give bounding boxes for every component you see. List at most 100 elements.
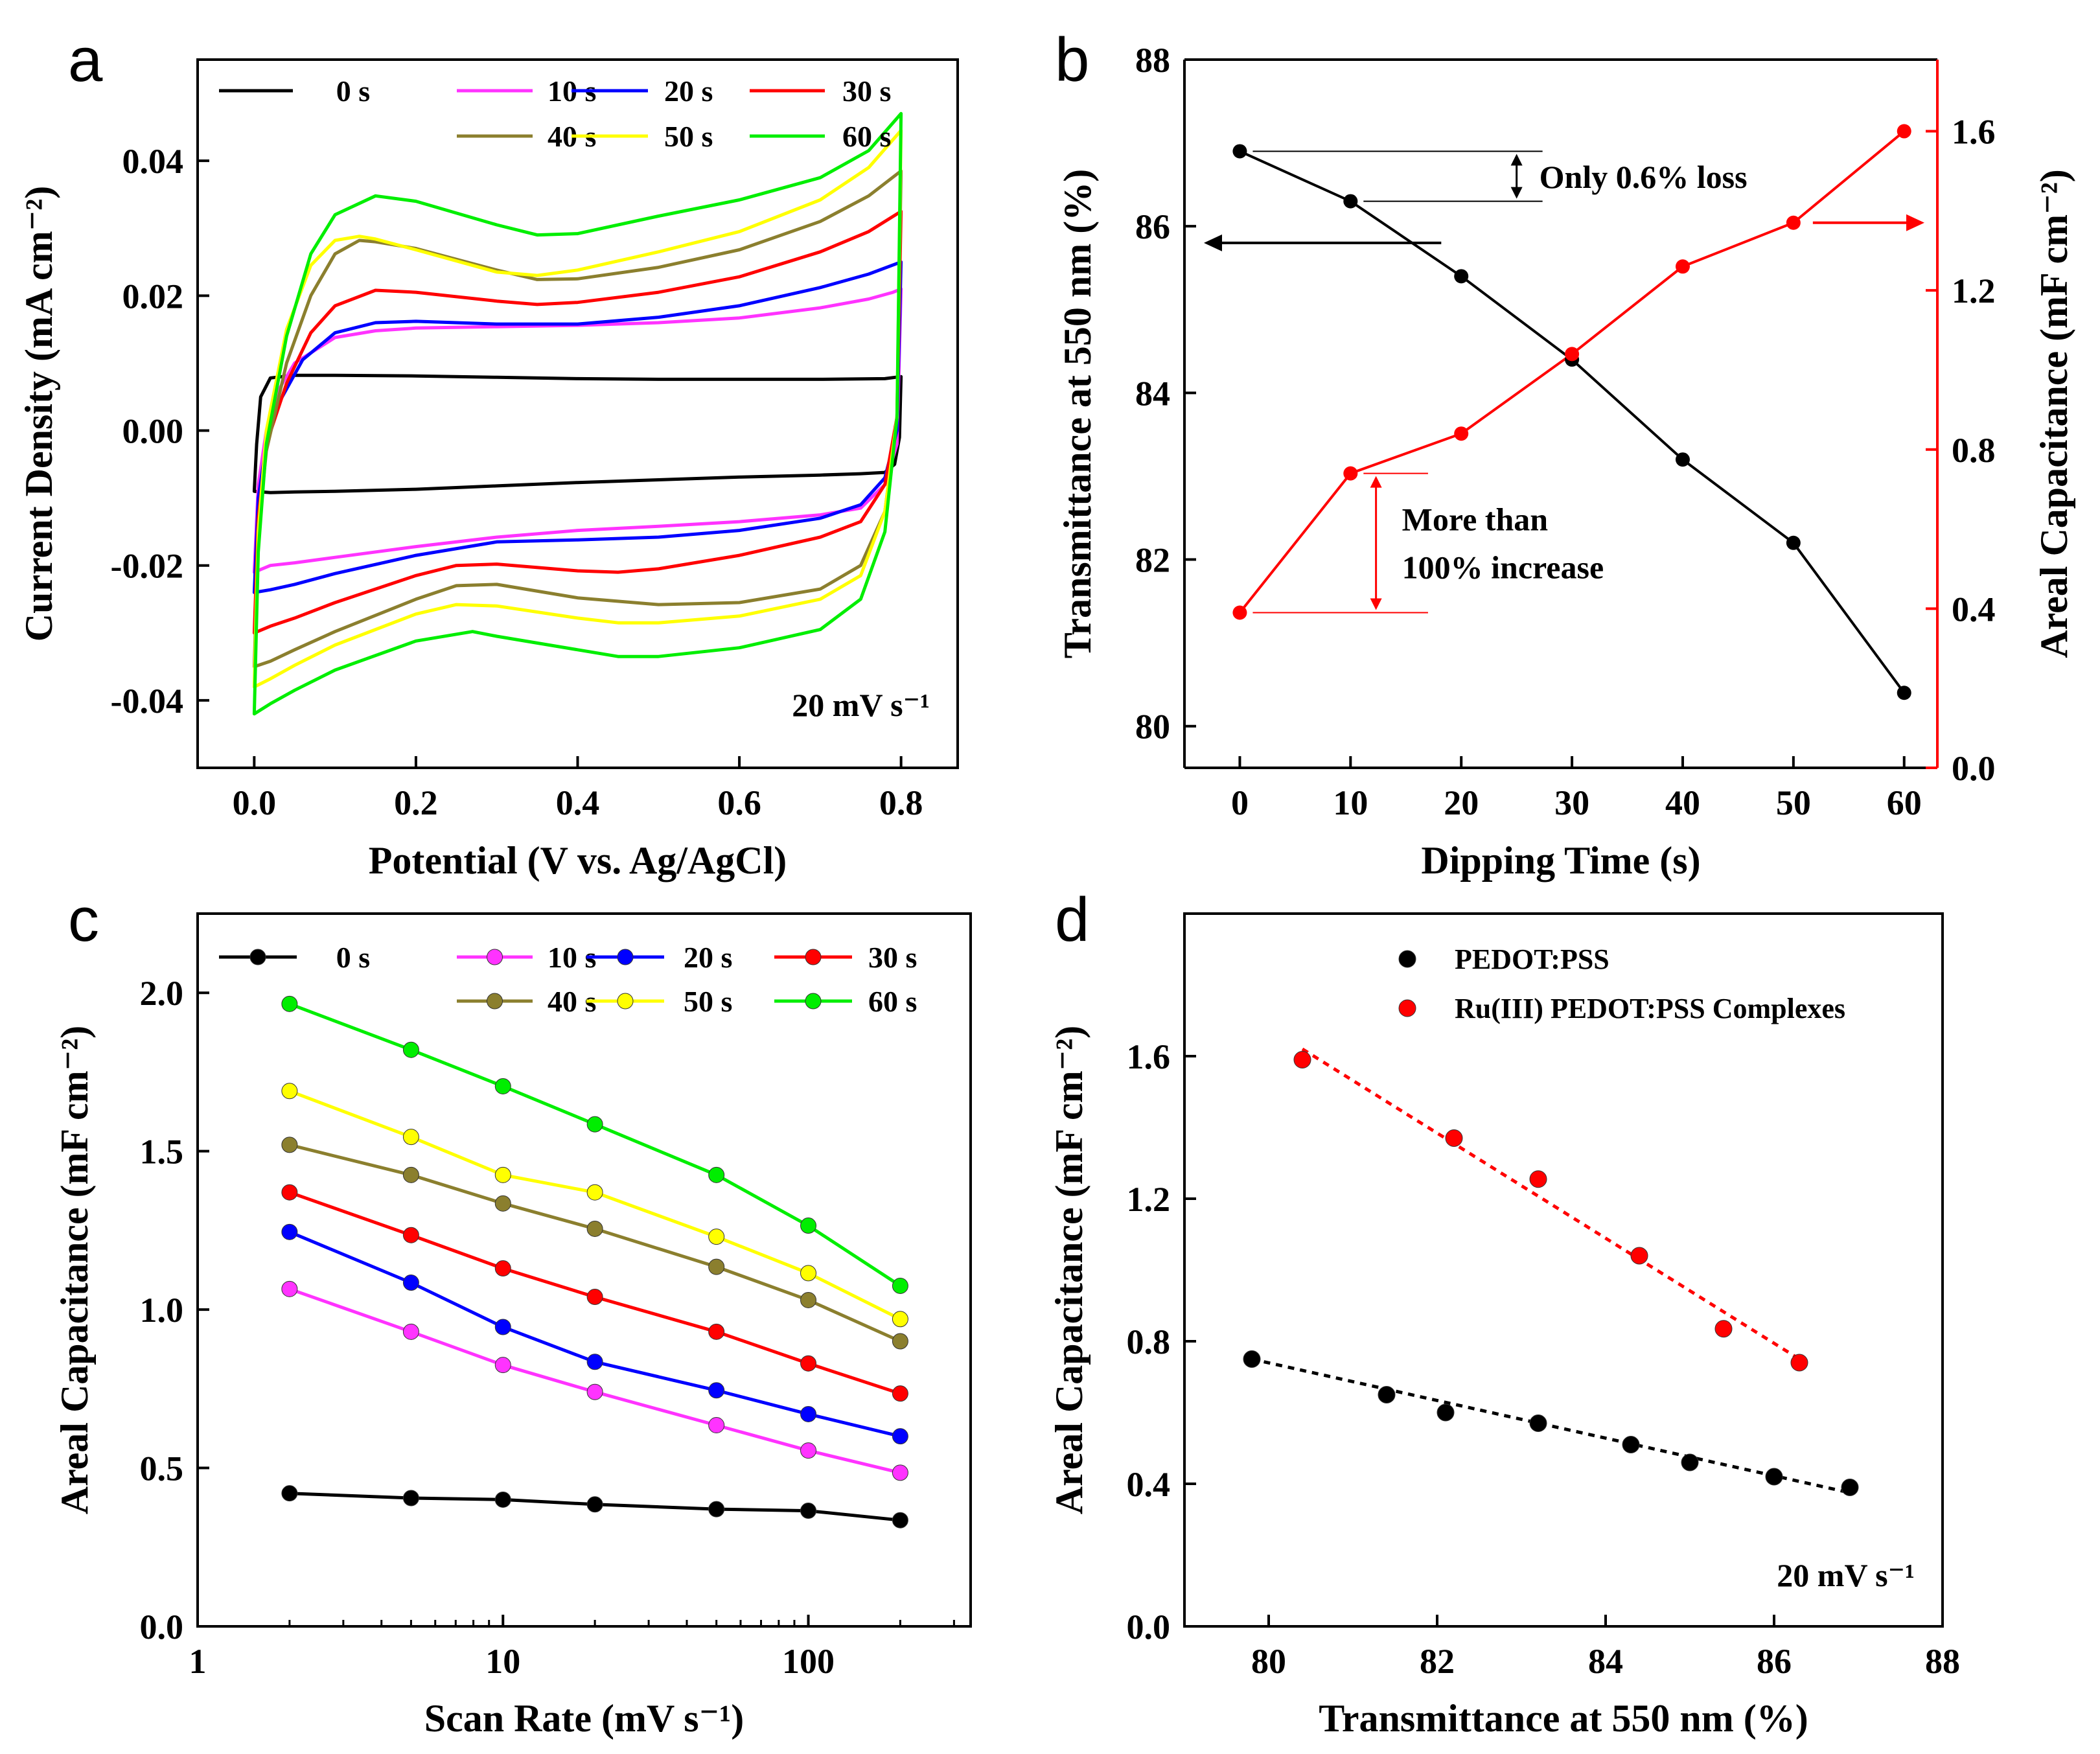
panel-a-cv-curve: [252, 287, 903, 574]
panel-d-legend-label: Ru(III) PEDOT:PSS Complexes: [1455, 993, 1845, 1024]
panel-d-letter: d: [1055, 885, 1089, 954]
panel-b-y-tick-label: 86: [1135, 207, 1170, 246]
panel-c-data-point: [708, 1258, 725, 1275]
panel-c-data-point: [494, 1195, 511, 1212]
panel-b-y-tick-label: 88: [1135, 41, 1170, 80]
panel-c-data-point: [281, 995, 298, 1012]
panel-b-capacitance-line: [1238, 130, 1906, 614]
panel-b-capacitance-point: [1675, 259, 1690, 274]
panel-b-capacitance-point: [1565, 347, 1580, 362]
panel-d-y-tick-label: 0.4: [1127, 1465, 1171, 1504]
panel-a-ylabel: Current Density (mA cm⁻²): [17, 186, 60, 641]
panel-b-x-tick-label: 10: [1333, 783, 1368, 822]
panel-d: d 80 82 84 86 88 0.0 0.4 0.8 1.2 1.6 Transmittance …: [1048, 885, 1960, 1740]
panel-d-data-point: [1681, 1453, 1699, 1471]
panel-c-ylabel: Areal Capacitance (mF cm⁻²): [53, 1026, 96, 1514]
panel-c-x-tick-label: 100: [782, 1642, 835, 1681]
panel-c-data-point: [402, 1227, 419, 1243]
panel-c-data-point: [402, 1490, 419, 1506]
panel-c-data-point: [402, 1275, 419, 1291]
panel-d-data-point: [1622, 1436, 1640, 1453]
panel-b-transmittance-point: [1675, 452, 1690, 467]
panel-a-letter: a: [68, 25, 103, 95]
panel-b-yright-tick-label: 0.4: [1952, 590, 1996, 629]
panel-c-data-point: [892, 1333, 908, 1350]
panel-c-data-point: [281, 1137, 298, 1153]
panel-b-x-tick-label: 60: [1887, 783, 1922, 822]
panel-d-y-tick-label: 1.2: [1127, 1180, 1171, 1219]
panel-a-legend-label: 0 s: [336, 75, 370, 108]
panel-d-x-tick-label: 84: [1588, 1642, 1623, 1681]
panel-c-data-point: [402, 1041, 419, 1058]
panel-c-legend-marker: [487, 993, 503, 1010]
panel-c-legend-label: 20 s: [684, 941, 732, 974]
panel-c-data-point: [708, 1382, 725, 1399]
panel-d-legend-marker: [1398, 999, 1416, 1017]
panel-c-legend-label: 50 s: [684, 985, 732, 1018]
panel-d-frame: [1183, 912, 1944, 1628]
panel-c-legend-label: 30 s: [868, 941, 917, 974]
panel-c-data-point: [494, 1491, 511, 1508]
panel-a-y-tick-label: 0.04: [122, 142, 184, 181]
panel-c-data-point: [281, 1280, 298, 1297]
panel-c-data-point: [494, 1319, 511, 1335]
panel-d-x-tick-label: 88: [1925, 1642, 1960, 1681]
panel-b-loss-arrowhead-down: [1510, 187, 1523, 199]
panel-c-data-point: [892, 1464, 908, 1481]
panel-c-data-point: [402, 1166, 419, 1183]
panel-a-legend-label: 30 s: [842, 75, 891, 108]
panel-b-yright-tick-label: 0.8: [1952, 431, 1996, 470]
panel-b-transmittance-point: [1786, 535, 1801, 550]
panel-c-y-tick-label: 0.0: [140, 1608, 184, 1646]
panel-c-data-point: [281, 1223, 298, 1240]
panel-b-ylabel: Transmittance at 550 nm (%): [1056, 169, 1099, 658]
panel-d-ylabel: Areal Capacitance (mF cm⁻²): [1048, 1026, 1090, 1514]
panel-c-data-point: [892, 1385, 908, 1402]
panel-c-data-point: [586, 1184, 603, 1201]
panel-a-x-tick-label: 0.6: [717, 783, 761, 822]
panel-c-y-tick-label: 0.5: [140, 1449, 184, 1488]
panel-a-legend-label: 20 s: [664, 75, 713, 108]
panel-d-x-tick-label: 80: [1251, 1642, 1286, 1681]
panel-d-scanrate-annotation: 20 mV s⁻¹: [1777, 1557, 1915, 1593]
panel-a-x-tick-label: 0.8: [879, 783, 923, 822]
panel-c-frame: [196, 912, 972, 1628]
panel-d-data-point: [1445, 1129, 1463, 1147]
panel-c-legend-label: 0 s: [336, 941, 370, 974]
panel-a-xlabel: Potential (V vs. Ag/AgCl): [369, 839, 787, 882]
panel-c-data-point: [586, 1354, 603, 1370]
panel-d-x-tick-label: 82: [1420, 1642, 1455, 1681]
panel-a-y-tick-label: 0.02: [122, 277, 184, 316]
panel-b-loss-annotation: Only 0.6% loss: [1540, 159, 1748, 195]
panel-c-legend-label: 60 s: [868, 985, 917, 1018]
panel-c-data-point: [892, 1512, 908, 1529]
panel-b-transmittance-point: [1454, 269, 1469, 284]
panel-d-fit-line: [1251, 1357, 1851, 1495]
panel-c-data-point: [494, 1078, 511, 1094]
panel-c-data-point: [586, 1220, 603, 1237]
panel-d-data-point: [1243, 1350, 1261, 1368]
panel-b-letter: b: [1055, 25, 1089, 95]
panel-c-data-point: [586, 1116, 603, 1133]
panel-c-data-point: [586, 1496, 603, 1513]
panel-a: a 0.0 0.2 0.4 0.6 0.8 -0.04 -0.02 0.00 0.02 0.04 Po…: [17, 25, 959, 882]
panel-a-cv-curve: [252, 169, 903, 669]
panel-b-transmittance-point: [1897, 686, 1911, 700]
panel-c-legend-marker: [805, 949, 822, 965]
panel-c-data-point: [800, 1291, 817, 1308]
panel-b-ylabel-right: Areal Capacitance (mF cm⁻²): [2033, 169, 2075, 658]
panel-c-data-point: [281, 1184, 298, 1201]
panel-c-legend-marker: [617, 949, 634, 965]
panel-c-series-line: [289, 1002, 901, 1287]
panel-d-fit-line: [1301, 1047, 1801, 1361]
panel-a-cv-curve: [252, 111, 903, 716]
panel-c-data-point: [800, 1503, 817, 1519]
panel-d-data-point: [1790, 1354, 1808, 1372]
panel-c-data-point: [892, 1277, 908, 1294]
panel-d-data-point: [1437, 1403, 1455, 1422]
panel-b-y-tick-label: 80: [1135, 708, 1170, 746]
panel-b-yright-tick-label: 0.0: [1952, 749, 1996, 788]
panel-c-data-point: [586, 1383, 603, 1400]
panel-a-x-tick-label: 0.4: [556, 783, 600, 822]
